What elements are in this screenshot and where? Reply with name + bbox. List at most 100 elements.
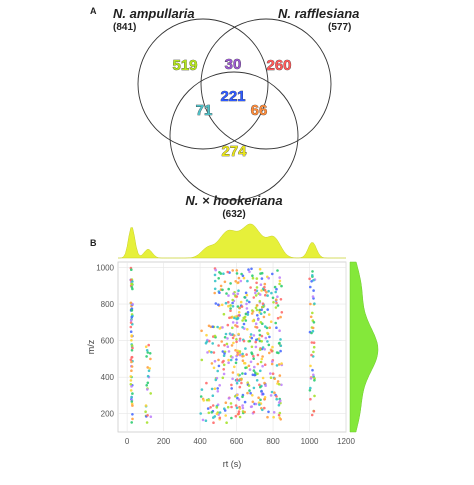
region-hookeriana-only: 274 [221, 143, 247, 160]
data-point [144, 345, 148, 349]
data-point [240, 272, 243, 276]
data-point [226, 405, 230, 409]
data-point [217, 364, 221, 368]
data-point [147, 369, 151, 373]
data-point [256, 318, 260, 322]
data-point [207, 411, 211, 415]
data-point [278, 282, 281, 286]
data-point [258, 293, 262, 296]
data-point [238, 339, 242, 342]
data-point [229, 307, 232, 310]
data-point [218, 416, 222, 420]
data-point [235, 393, 239, 397]
data-point [261, 408, 264, 412]
data-point [241, 372, 244, 375]
data-point [235, 358, 238, 361]
scatter-points [129, 266, 317, 425]
data-point [311, 329, 315, 333]
data-point [213, 287, 217, 291]
data-point [263, 406, 266, 410]
data-point [270, 291, 273, 295]
set-count-ampullaria: (841) [113, 22, 136, 33]
data-point [308, 277, 311, 281]
data-point [241, 404, 244, 407]
data-point [220, 340, 223, 343]
data-point [236, 305, 240, 308]
data-point [229, 304, 232, 307]
data-point [220, 303, 224, 307]
data-point [230, 344, 234, 347]
data-point [273, 285, 277, 289]
data-point [234, 324, 237, 327]
data-point [263, 363, 267, 367]
data-point [212, 351, 216, 354]
data-point [201, 418, 205, 422]
data-point [250, 352, 254, 356]
data-point [237, 314, 240, 317]
data-point [235, 338, 238, 341]
data-point [258, 403, 261, 406]
data-point [131, 346, 134, 350]
data-point [241, 319, 244, 322]
data-point [241, 352, 244, 356]
mz-density-curve [349, 261, 379, 433]
data-point [234, 349, 237, 352]
data-point [263, 282, 267, 286]
data-point [267, 276, 271, 280]
data-point [263, 285, 266, 289]
data-point [269, 394, 273, 397]
data-point [235, 272, 239, 275]
data-point [215, 406, 219, 409]
data-point [247, 364, 251, 368]
data-point [277, 383, 281, 386]
data-point [263, 288, 267, 292]
data-point [225, 421, 228, 425]
data-point [254, 340, 257, 344]
data-point [237, 398, 241, 401]
data-point [144, 410, 147, 414]
data-point [235, 381, 239, 385]
data-point [257, 396, 260, 400]
data-point [313, 302, 316, 306]
data-point [222, 272, 225, 276]
data-point [265, 326, 269, 330]
data-point [253, 365, 256, 369]
data-point [224, 401, 228, 405]
data-point [311, 274, 314, 277]
data-point [210, 350, 213, 354]
data-point [200, 388, 204, 391]
data-point [149, 415, 153, 419]
data-point [276, 304, 280, 307]
data-point [130, 309, 134, 312]
data-point [266, 340, 269, 343]
data-point [254, 338, 258, 342]
data-point [222, 312, 226, 316]
data-point [312, 350, 315, 354]
data-point [254, 402, 258, 406]
data-point [309, 315, 313, 319]
data-point [262, 315, 266, 319]
x-tick-label: 600 [230, 437, 244, 446]
data-point [239, 279, 243, 283]
data-point [129, 321, 133, 324]
data-point [271, 372, 275, 376]
data-point [224, 414, 227, 417]
data-point [254, 345, 258, 349]
data-point [246, 311, 250, 314]
data-point [210, 411, 214, 414]
panel-a-label: A [90, 6, 97, 16]
data-point [238, 306, 241, 310]
data-point [242, 322, 246, 326]
data-point [234, 404, 238, 407]
data-point [244, 372, 247, 376]
data-point [250, 336, 254, 340]
data-point [254, 325, 257, 329]
data-point [264, 336, 268, 340]
data-point [253, 373, 256, 377]
data-point [266, 308, 270, 311]
data-point [243, 361, 246, 365]
data-point [272, 411, 276, 414]
data-point [272, 415, 275, 419]
data-point [263, 381, 266, 385]
data-point [274, 290, 278, 294]
